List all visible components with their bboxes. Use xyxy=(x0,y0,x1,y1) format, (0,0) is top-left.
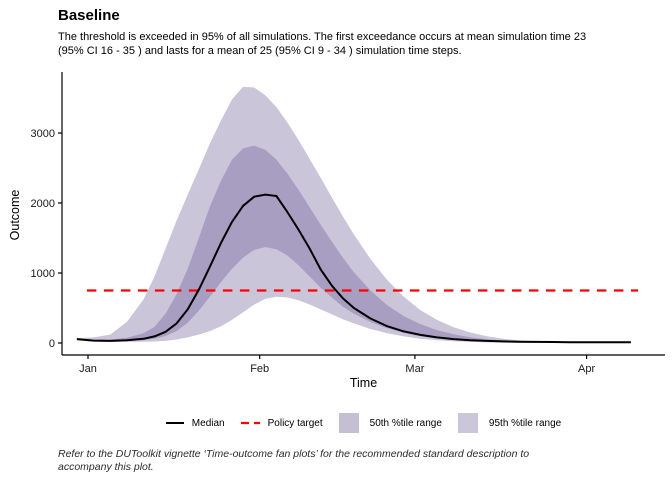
y-axis-title: Outcome xyxy=(8,189,22,241)
legend: Median Policy target 50th %tile range 95… xyxy=(62,413,665,433)
footer-caption: Refer to the DUToolkit vignette ‘Time-ou… xyxy=(58,448,529,473)
subtitle-line-2: (95% CI 16 - 35 ) and lasts for a mean o… xyxy=(58,44,462,57)
band-50-swatch-icon xyxy=(338,413,359,433)
band-50th-percentile-range xyxy=(76,145,631,343)
legend-item-50th-range: 50th %tile range xyxy=(338,413,442,433)
legend-item-95th-range: 95th %tile range xyxy=(457,413,562,433)
plot-subtitle: The threshold is exceeded in 95% of all … xyxy=(58,31,586,58)
subtitle-line-1: The threshold is exceeded in 95% of all … xyxy=(58,31,587,43)
legend-item-median: Median xyxy=(165,417,225,429)
median-line-key-icon xyxy=(165,422,184,424)
footer-line-1: Refer to the DUToolkit vignette ‘Time-ou… xyxy=(58,448,530,460)
legend-label-95th-range: 95th %tile range xyxy=(488,417,562,429)
footer-line-2: accompany this plot. xyxy=(58,460,154,473)
legend-label-50th-range: 50th %tile range xyxy=(369,417,442,429)
plot-title: Baseline xyxy=(58,7,120,24)
legend-label-median: Median xyxy=(191,417,225,429)
x-tick-label: Jan xyxy=(79,363,97,375)
y-tick-label: 1000 xyxy=(31,268,55,280)
x-axis-title: Time xyxy=(349,376,378,390)
legend-item-policy-target: Policy target xyxy=(240,417,323,429)
y-tick-label: 2000 xyxy=(31,198,55,210)
x-tick-label: Feb xyxy=(250,363,269,375)
y-tick-label: 3000 xyxy=(31,128,55,140)
y-tick-label: 0 xyxy=(49,338,55,350)
legend-label-policy-target: Policy target xyxy=(267,417,323,429)
x-tick-label: Apr xyxy=(578,363,595,375)
median-line xyxy=(76,193,631,344)
band-95-swatch-icon xyxy=(457,413,478,433)
x-tick-label: Mar xyxy=(405,363,424,375)
policy-target-key-icon xyxy=(240,421,260,425)
